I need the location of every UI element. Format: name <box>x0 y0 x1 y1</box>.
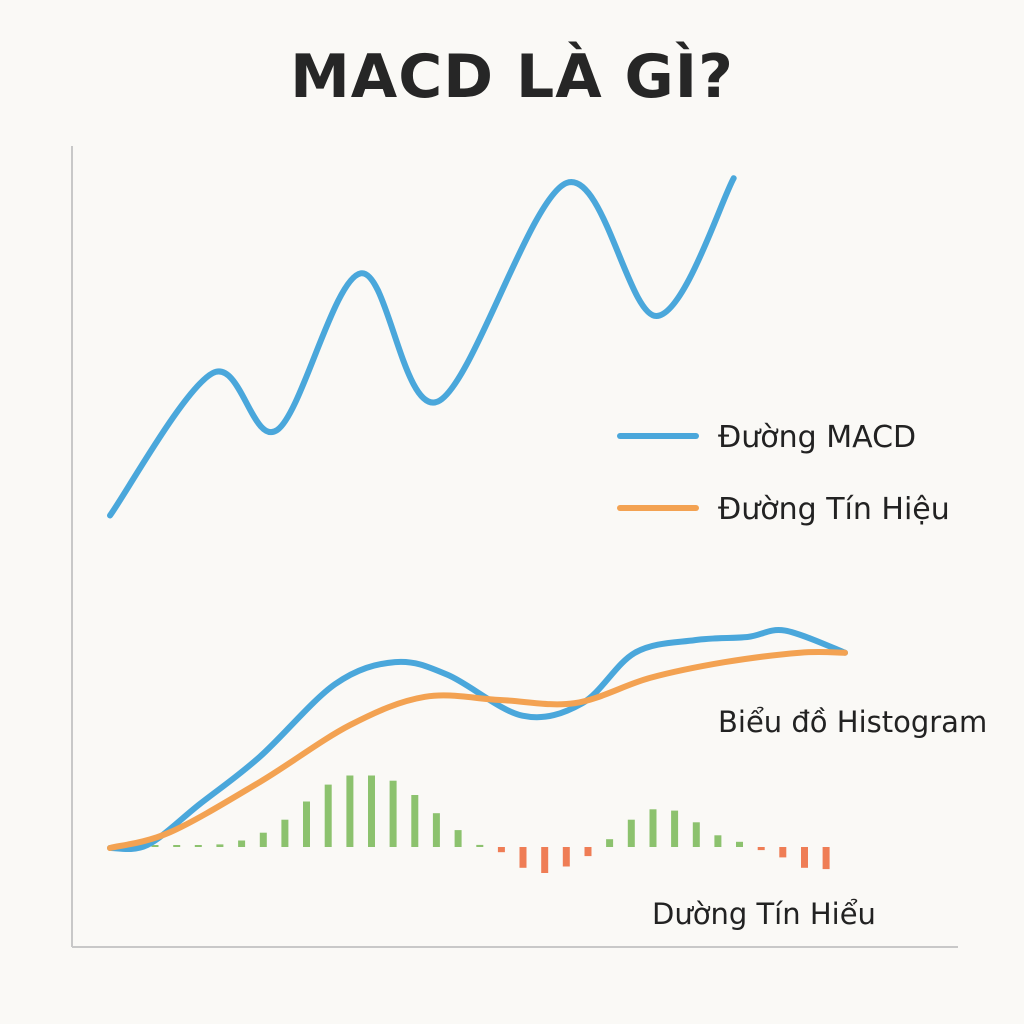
histogram-bar <box>216 844 224 847</box>
upper-macd-line <box>107 175 737 519</box>
histogram-bar <box>736 841 743 847</box>
histogram-bar <box>194 845 202 847</box>
histogram-bar <box>173 845 181 847</box>
histogram-bars <box>151 775 830 873</box>
histogram-bar <box>584 847 592 857</box>
histogram-bar <box>454 830 462 847</box>
histogram-bar <box>324 784 332 847</box>
histogram-bar <box>476 844 484 847</box>
histogram-bar <box>714 835 722 847</box>
histogram-bar <box>389 780 397 847</box>
lower-macd-line <box>107 627 848 852</box>
histogram-bar <box>649 809 657 847</box>
histogram-bar <box>779 847 787 858</box>
legend-label-signal: Đường Tín Hiệu <box>718 492 950 527</box>
histogram-bar <box>606 839 614 847</box>
histogram-bar <box>692 822 700 847</box>
annotation-signal-line: Dường Tín Hiểu <box>652 897 876 931</box>
histogram-bar <box>671 810 679 847</box>
histogram-bar <box>411 795 419 847</box>
histogram-bar <box>562 847 570 867</box>
histogram-bar <box>432 813 440 847</box>
histogram-bar <box>259 832 267 847</box>
histogram-bar <box>303 801 310 847</box>
histogram-bar <box>822 847 830 870</box>
legend-label-macd: Đường MACD <box>718 420 916 455</box>
histogram-bar <box>368 775 375 847</box>
histogram-bar <box>801 847 808 868</box>
histogram-bar <box>497 847 505 853</box>
lower-signal-line <box>107 648 848 851</box>
histogram-bar <box>346 775 354 847</box>
histogram-bar <box>519 847 527 868</box>
histogram-bar <box>627 819 635 847</box>
annotation-histogram: Biểu đồ Histogram <box>718 705 987 739</box>
histogram-bar <box>757 847 765 851</box>
chart-title: MACD LÀ GÌ? <box>290 42 734 112</box>
histogram-bar <box>151 845 159 847</box>
histogram-bar <box>541 847 549 873</box>
histogram-bar <box>238 840 246 847</box>
histogram-bar <box>281 819 289 847</box>
